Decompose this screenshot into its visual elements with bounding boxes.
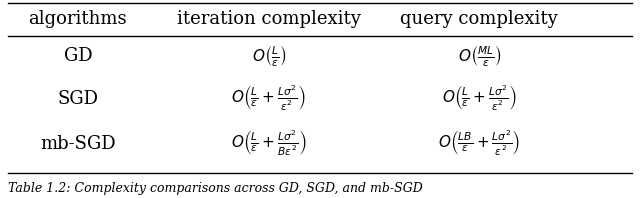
Text: query complexity: query complexity [401,10,558,28]
Text: $O\left(\frac{L}{\epsilon} + \frac{L\sigma^2}{\epsilon^2}\right)$: $O\left(\frac{L}{\epsilon} + \frac{L\sig… [442,84,517,113]
Text: Table 1.2: Complexity comparisons across GD, SGD, and mb-SGD: Table 1.2: Complexity comparisons across… [8,182,422,195]
Text: $O\left(\frac{L}{\epsilon} + \frac{L\sigma^2}{\epsilon^2}\right)$: $O\left(\frac{L}{\epsilon} + \frac{L\sig… [232,84,307,113]
Text: iteration complexity: iteration complexity [177,10,361,28]
Text: $O\left(\frac{ML}{\epsilon}\right)$: $O\left(\frac{ML}{\epsilon}\right)$ [458,43,501,69]
Text: GD: GD [63,47,92,65]
Text: $O\left(\frac{LB}{\epsilon} + \frac{L\sigma^2}{\epsilon^2}\right)$: $O\left(\frac{LB}{\epsilon} + \frac{L\si… [438,129,520,158]
Text: $O\left(\frac{L}{\epsilon}\right)$: $O\left(\frac{L}{\epsilon}\right)$ [252,43,286,69]
Text: mb-SGD: mb-SGD [40,135,116,153]
Text: SGD: SGD [58,90,99,108]
Text: $O\left(\frac{L}{\epsilon} + \frac{L\sigma^2}{B\epsilon^2}\right)$: $O\left(\frac{L}{\epsilon} + \frac{L\sig… [231,129,307,158]
Text: algorithms: algorithms [29,10,127,28]
